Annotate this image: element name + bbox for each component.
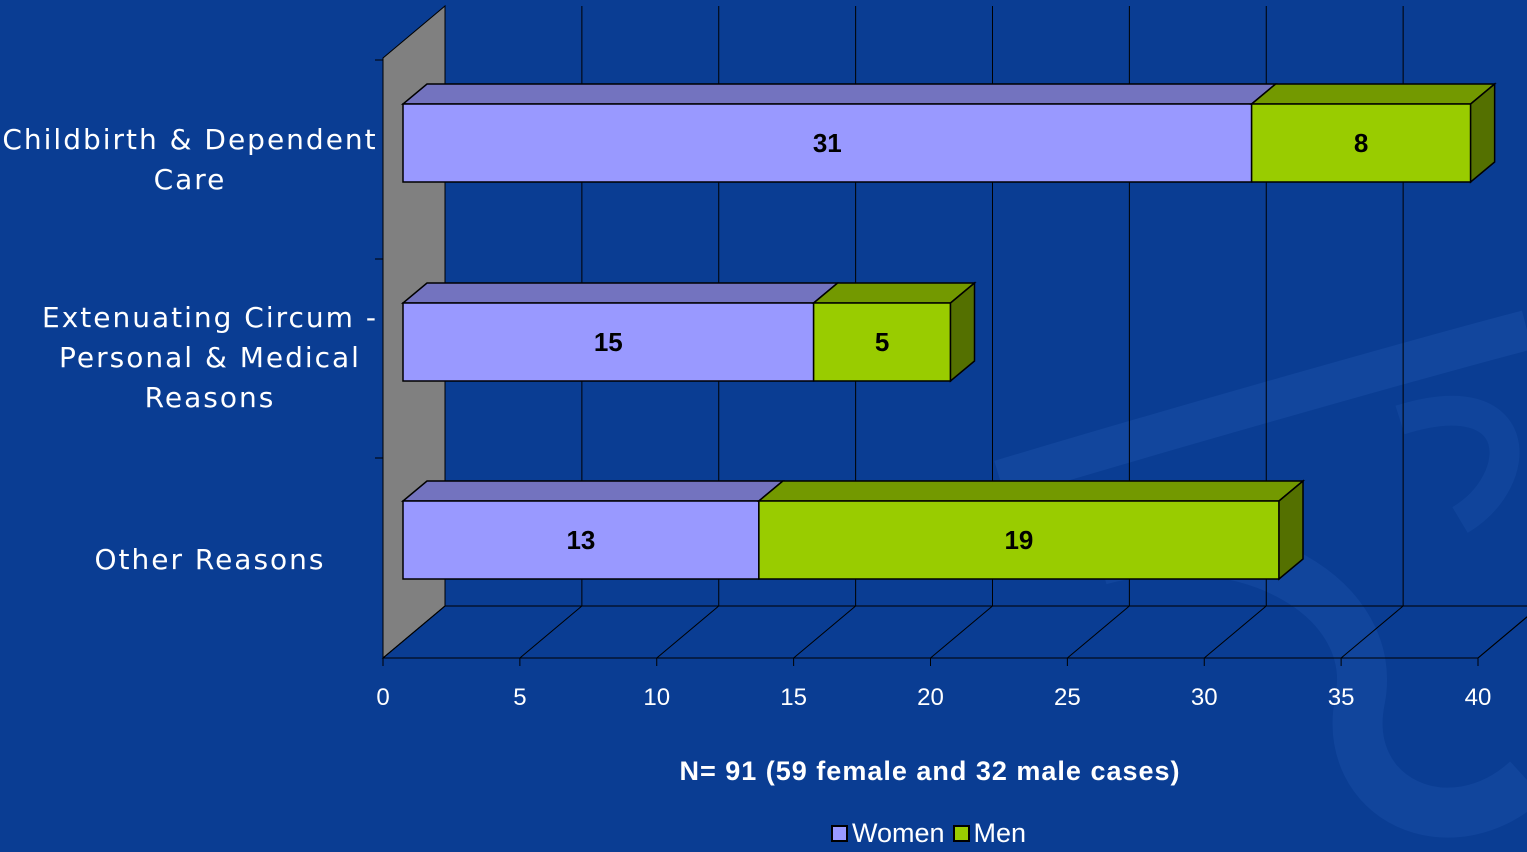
- x-tick-label: 0: [376, 684, 389, 711]
- floor-gridline: [1067, 605, 1130, 659]
- bar-top-face: [811, 282, 977, 304]
- x-tick-label: 40: [1465, 684, 1492, 711]
- bar: [402, 302, 815, 382]
- data-label: 8: [1354, 128, 1368, 158]
- x-tick-label: 10: [643, 684, 670, 711]
- category-label-line: Other Reasons: [94, 543, 326, 576]
- bar-side-face: [1278, 479, 1304, 581]
- floor-gridline: [1340, 605, 1404, 659]
- floor-gridline: [1203, 605, 1267, 659]
- floor-gridline: [1477, 616, 1527, 659]
- bar-top-face: [400, 480, 785, 502]
- data-label: 13: [566, 525, 595, 555]
- category-label: Extenuating Circum - Personal & Medical Re…: [20, 298, 400, 418]
- bar-top-face: [1249, 83, 1497, 105]
- legend-swatch-women: [830, 825, 848, 842]
- bar: [1250, 103, 1472, 183]
- category-label: Other Reasons: [20, 540, 400, 580]
- category-label-line: Personal & Medical: [59, 341, 361, 374]
- bar-top-face: [756, 480, 1306, 502]
- x-tick-label: 20: [917, 684, 944, 711]
- legend-item-men: Men: [952, 818, 1027, 849]
- bar-segment-men: 5: [811, 281, 977, 383]
- legend-label-men: Men: [973, 818, 1027, 848]
- x-tick-label: 5: [513, 684, 526, 711]
- bar: [402, 103, 1253, 183]
- category-label-line: Reasons: [144, 381, 276, 414]
- bar-side-face: [949, 281, 976, 383]
- chart-floor: [381, 605, 1527, 659]
- category-label: Childbirth & Dependent Care: [0, 120, 380, 200]
- bar-segment-men: 19: [756, 479, 1306, 581]
- bar-segment-men: 8: [1249, 82, 1497, 184]
- x-tick-label: 25: [1054, 684, 1081, 711]
- category-label-line: Extenuating Circum -: [42, 301, 378, 334]
- x-tick-label: 30: [1191, 684, 1218, 711]
- legend-label-women: Women: [851, 818, 945, 848]
- x-tick-label: 35: [1328, 684, 1355, 711]
- floor-gridline: [519, 605, 583, 659]
- bar: [402, 500, 760, 580]
- bar-segment-women: 15: [400, 282, 840, 382]
- data-label: 15: [594, 327, 623, 357]
- floor-gridline: [382, 605, 446, 659]
- x-axis-label: N= 91 (59 female and 32 male cases): [679, 756, 1181, 786]
- floor-gridline: [793, 605, 856, 659]
- bar: [812, 302, 952, 382]
- bar-segment-women: 13: [400, 480, 785, 580]
- bar-segment-women: 31: [400, 83, 1278, 183]
- category-label-line: Childbirth & Dependent: [2, 123, 378, 156]
- x-tick-label: 15: [780, 684, 807, 711]
- bar-top-face: [400, 83, 1278, 105]
- bar-top-face: [400, 282, 840, 304]
- data-label: 5: [875, 327, 889, 357]
- data-label: 31: [813, 128, 842, 158]
- legend: Women Men: [0, 818, 1527, 849]
- floor-gridline: [656, 605, 720, 659]
- bar-side-face: [1469, 82, 1496, 184]
- category-label-line: Care: [153, 163, 227, 196]
- data-label: 19: [1004, 525, 1033, 555]
- legend-item-women: Women: [830, 818, 945, 849]
- floor-gridline: [930, 605, 993, 659]
- legend-swatch-men: [952, 825, 970, 842]
